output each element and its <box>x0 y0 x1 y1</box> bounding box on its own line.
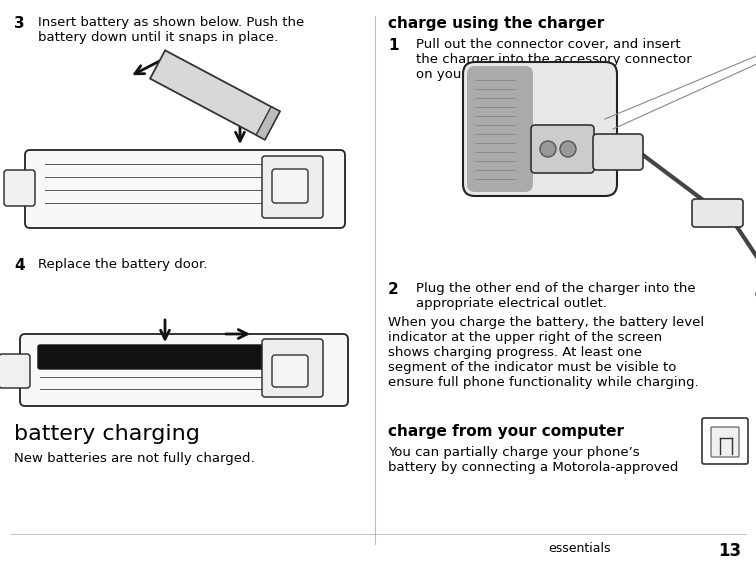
Text: 1: 1 <box>388 38 398 53</box>
Circle shape <box>560 141 576 157</box>
FancyBboxPatch shape <box>463 62 617 196</box>
Text: 3: 3 <box>14 16 25 31</box>
FancyBboxPatch shape <box>272 169 308 203</box>
FancyBboxPatch shape <box>262 156 323 218</box>
FancyBboxPatch shape <box>702 418 748 464</box>
FancyBboxPatch shape <box>0 354 30 388</box>
FancyBboxPatch shape <box>692 199 743 227</box>
Text: 13: 13 <box>718 542 741 560</box>
FancyBboxPatch shape <box>38 345 280 369</box>
FancyBboxPatch shape <box>272 355 308 387</box>
FancyBboxPatch shape <box>262 339 323 397</box>
Text: charge using the charger: charge using the charger <box>388 16 604 31</box>
Text: 4: 4 <box>14 258 25 273</box>
FancyBboxPatch shape <box>25 150 345 228</box>
Text: You can partially charge your phone’s
battery by connecting a Motorola-approved: You can partially charge your phone’s ba… <box>388 446 678 474</box>
Text: Replace the battery door.: Replace the battery door. <box>38 258 207 271</box>
Text: Insert battery as shown below. Push the
battery down until it snaps in place.: Insert battery as shown below. Push the … <box>38 16 304 44</box>
FancyBboxPatch shape <box>593 134 643 170</box>
FancyBboxPatch shape <box>4 170 35 206</box>
Text: Plug the other end of the charger into the
appropriate electrical outlet.: Plug the other end of the charger into t… <box>416 282 696 310</box>
Polygon shape <box>256 107 280 140</box>
Text: New batteries are not fully charged.: New batteries are not fully charged. <box>14 452 255 465</box>
Text: battery charging: battery charging <box>14 424 200 444</box>
FancyBboxPatch shape <box>20 334 348 406</box>
FancyBboxPatch shape <box>711 427 739 457</box>
FancyBboxPatch shape <box>531 125 594 173</box>
FancyBboxPatch shape <box>467 66 533 192</box>
Text: Pull out the connector cover, and insert
the charger into the accessory connecto: Pull out the connector cover, and insert… <box>416 38 692 81</box>
Text: 2: 2 <box>388 282 398 297</box>
Text: When you charge the battery, the battery level
indicator at the upper right of t: When you charge the battery, the battery… <box>388 316 704 389</box>
Text: charge from your computer: charge from your computer <box>388 424 624 439</box>
Text: essentials: essentials <box>548 542 611 555</box>
Circle shape <box>540 141 556 157</box>
Polygon shape <box>150 50 280 140</box>
